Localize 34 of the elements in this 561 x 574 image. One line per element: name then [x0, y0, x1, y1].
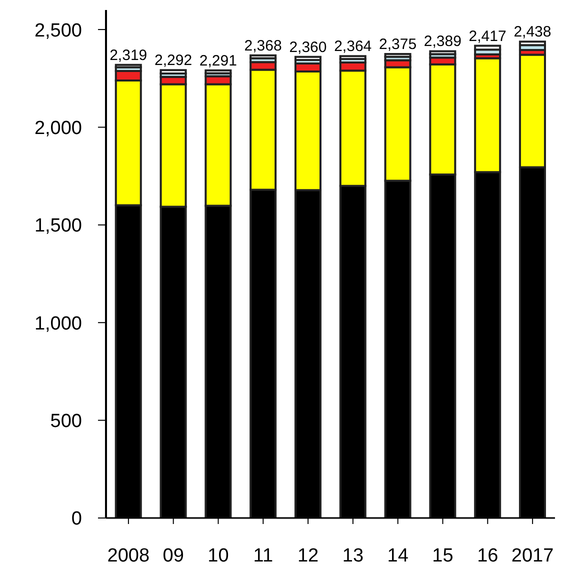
total-label: 2,417 — [468, 28, 506, 45]
x-tick-label: 2017 — [511, 545, 554, 566]
bar — [160, 69, 187, 74]
total-label: 2,319 — [110, 46, 148, 64]
bar — [114, 64, 142, 68]
y-tick-label: 2,500 — [34, 20, 82, 42]
x-tick-label: 2008 — [107, 545, 150, 566]
total-label: 2,364 — [334, 38, 372, 56]
bar — [339, 55, 366, 60]
x-tick-label: 10 — [208, 545, 229, 566]
y-tick-label: 500 — [50, 411, 82, 432]
total-label: 2,291 — [199, 52, 237, 70]
bar — [294, 56, 322, 62]
x-tick-label: 15 — [432, 545, 454, 566]
x-tick-label: 12 — [297, 545, 319, 566]
y-tick-label: 0 — [71, 508, 82, 530]
x-tick-label: 09 — [162, 545, 184, 566]
x-tick-label: 11 — [253, 545, 274, 566]
x-tick-label: 13 — [342, 545, 364, 566]
bar — [384, 52, 412, 58]
x-tick-label: 16 — [477, 545, 498, 566]
y-tick-label: 2,000 — [34, 118, 82, 139]
total-label: 2,360 — [289, 38, 327, 56]
bar — [429, 50, 456, 56]
total-label: 2,368 — [244, 37, 282, 54]
total-label: 2,292 — [154, 52, 192, 70]
total-label: 2,389 — [424, 33, 462, 50]
y-tick-label: 1,000 — [34, 313, 82, 334]
y-tick-label: 1,500 — [34, 216, 82, 237]
bar — [204, 69, 232, 74]
x-tick-label: 14 — [387, 545, 409, 566]
total-label: 2,438 — [514, 24, 552, 41]
total-label: 2,375 — [379, 36, 417, 53]
bar — [250, 54, 277, 60]
